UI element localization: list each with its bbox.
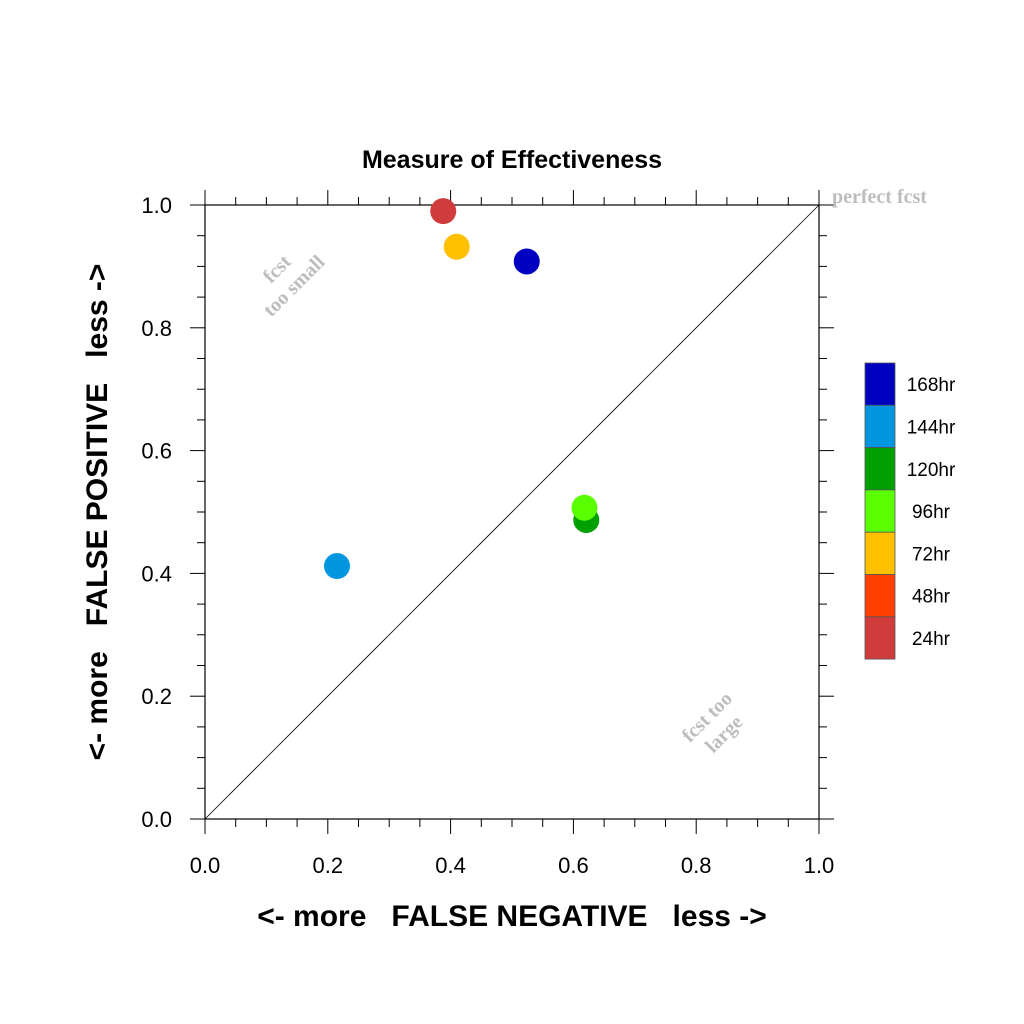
x-tick-label: 0.6 [558, 853, 589, 878]
annotation-too-large: fcst too large [678, 688, 748, 758]
y-tick-label: 0.8 [141, 316, 172, 341]
data-points [324, 198, 600, 580]
annotation-perfect-fcst: perfect fcst [832, 186, 927, 208]
legend-label-96hr: 96hr [912, 502, 951, 523]
x-axis-label: <- more FALSE NEGATIVE less -> [257, 900, 767, 933]
legend: 168hr 144hr 120hr 96hr 72hr 48hr 24hr [864, 362, 956, 660]
data-point-96hr [571, 494, 598, 521]
legend-label-120hr: 120hr [907, 460, 956, 481]
y-tick-label: 1.0 [141, 193, 172, 218]
axis-ticks [190, 190, 834, 834]
annotation-too-small: fcst too small [259, 251, 330, 322]
diagonal-line [204, 204, 820, 820]
legend-label-48hr: 48hr [912, 587, 951, 608]
x-tick-label: 0.8 [681, 853, 712, 878]
y-tick-label: 0.6 [141, 439, 172, 464]
legend-swatch-48hr [864, 574, 896, 618]
legend-swatch-24hr [864, 616, 896, 660]
legend-swatch-168hr [864, 362, 896, 406]
legend-swatch-72hr [864, 531, 896, 575]
x-tick-label: 0.4 [435, 853, 466, 878]
data-point-24hr [430, 198, 457, 225]
legend-swatch-96hr [864, 489, 896, 533]
x-tick-label: 0.0 [190, 853, 221, 878]
data-point-168hr [513, 248, 540, 275]
legend-swatch-120hr [864, 447, 896, 491]
legend-label-168hr: 168hr [907, 375, 956, 396]
diagonal-reference-line [204, 204, 820, 820]
x-tick-label: 0.2 [313, 853, 344, 878]
y-tick-label: 0.4 [141, 561, 172, 586]
chart-title: Measure of Effectiveness [362, 146, 662, 174]
x-tick-label: 1.0 [804, 853, 835, 878]
legend-label-72hr: 72hr [912, 544, 951, 565]
legend-swatch-144hr [864, 404, 896, 448]
legend-label-144hr: 144hr [907, 417, 956, 438]
x-tick-labels: 0.0 0.2 0.4 0.6 0.8 1.0 [190, 853, 835, 878]
data-point-144hr [324, 553, 351, 580]
y-tick-label: 0.2 [141, 684, 172, 709]
y-axis-label: <- more FALSE POSITIVE less -> [81, 264, 114, 761]
data-point-72hr [443, 233, 470, 260]
y-tick-label: 0.0 [141, 807, 172, 832]
legend-label-24hr: 24hr [912, 629, 951, 650]
y-tick-labels: 0.0 0.2 0.4 0.6 0.8 1.0 [141, 193, 172, 832]
